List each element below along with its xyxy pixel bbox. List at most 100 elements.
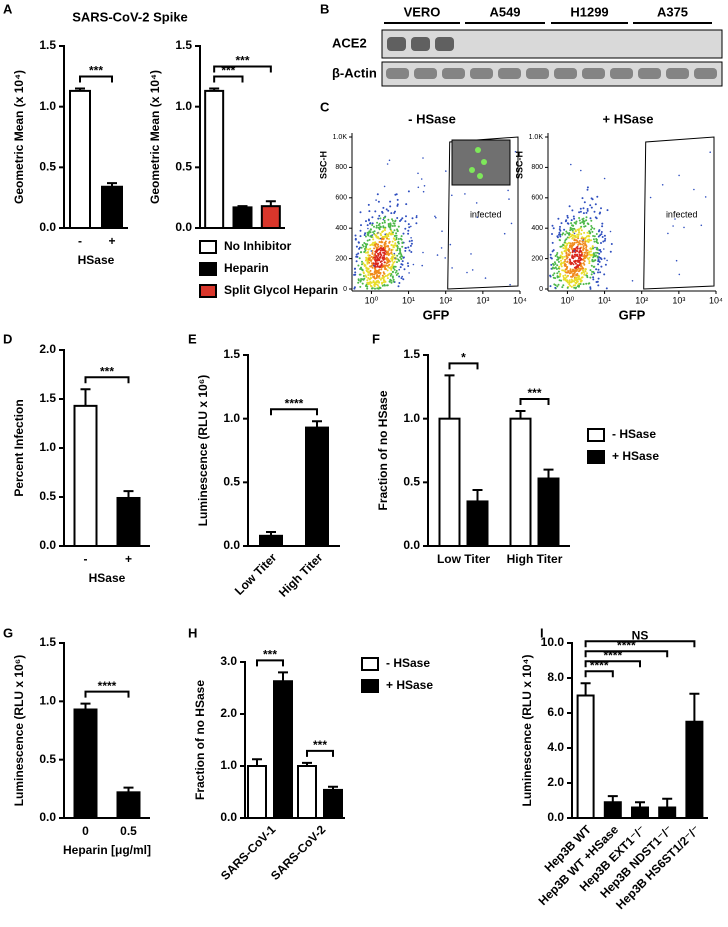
event-dot [384, 280, 387, 283]
event-dot [592, 238, 595, 241]
event-dot [394, 271, 397, 274]
event-dot [603, 257, 606, 260]
event-dot [583, 254, 586, 257]
event-dot [585, 274, 588, 277]
event-dot [549, 285, 552, 288]
event-dot [570, 262, 573, 265]
x-tick-label: 0.5 [120, 824, 137, 838]
event-dot [600, 207, 602, 210]
event-dot [582, 262, 585, 265]
event-dot [568, 236, 571, 239]
event-dot [373, 230, 376, 233]
event-dot [556, 272, 559, 275]
event-dot [591, 245, 594, 248]
event-dot [400, 257, 403, 260]
gate [643, 136, 715, 290]
event-dot [381, 222, 384, 224]
event-dot [395, 238, 398, 241]
event-dot [382, 206, 385, 209]
event-dot [470, 253, 472, 255]
event-dot [380, 263, 383, 266]
y-axis-label: Luminescence (RLU x 10⁶) [196, 375, 210, 527]
event-dot [378, 241, 381, 243]
event-dot [569, 269, 572, 272]
event-dot [583, 273, 586, 276]
error-bar [607, 795, 618, 803]
event-dot [569, 284, 572, 287]
y-tick-label: 8.0 [547, 670, 564, 684]
blot-band [610, 68, 633, 79]
event-dot [407, 265, 410, 267]
event-dot [397, 258, 400, 261]
y-axis-label: Percent Infection [12, 399, 26, 496]
legend-swatch [587, 450, 605, 464]
event-dot [590, 228, 593, 231]
event-dot [391, 263, 394, 266]
event-dot [582, 212, 585, 215]
event-dot [564, 258, 567, 261]
bar [305, 426, 329, 547]
event-dot [585, 282, 588, 285]
event-dot [709, 151, 711, 153]
event-dot [578, 284, 580, 287]
event-dot [366, 260, 369, 262]
event-dot [560, 251, 563, 254]
y-tick-label: 0.0 [39, 220, 56, 234]
event-dot [566, 216, 569, 219]
event-dot [560, 245, 563, 248]
event-dot [575, 279, 578, 282]
event-dot [391, 259, 394, 262]
event-dot [583, 260, 586, 263]
event-dot [564, 233, 567, 236]
event-dot [374, 277, 377, 280]
event-dot [365, 269, 368, 272]
event-dot [402, 278, 405, 281]
event-dot [387, 235, 390, 238]
event-dot [382, 249, 385, 252]
event-dot [562, 261, 565, 264]
event-dot [365, 243, 368, 246]
event-dot [590, 219, 593, 222]
event-dot [399, 249, 402, 252]
error-bar [515, 410, 526, 419]
event-dot [552, 262, 554, 265]
x-tick-label: 10² [439, 295, 452, 305]
bar [116, 496, 141, 548]
event-dot [609, 250, 612, 253]
event-dot [360, 268, 363, 271]
event-dot [582, 217, 585, 220]
y-axis-label: SSC-H [318, 151, 328, 179]
event-dot [561, 286, 564, 289]
event-dot [581, 221, 584, 224]
event-dot [553, 272, 556, 275]
event-dot [570, 285, 573, 288]
event-dot [559, 273, 562, 275]
event-dot [367, 218, 370, 221]
event-dot [360, 251, 362, 254]
event-dot [590, 264, 593, 267]
event-dot [388, 280, 391, 283]
event-dot [561, 252, 564, 255]
event-dot [357, 281, 360, 284]
event-dot [366, 224, 369, 227]
event-dot [503, 232, 506, 235]
event-dot [379, 256, 382, 259]
event-dot [574, 222, 577, 225]
event-dot [590, 248, 593, 251]
event-dot [378, 237, 381, 240]
significance-bracket [306, 749, 334, 757]
event-dot [384, 247, 387, 250]
event-dot [423, 185, 426, 187]
event-dot [395, 269, 398, 272]
event-dot [385, 250, 388, 253]
bar [204, 89, 225, 230]
event-dot [381, 284, 384, 287]
y-tick-label: 4.0 [547, 740, 564, 754]
y-tick-label: 1.0K [333, 134, 348, 141]
event-dot [367, 248, 370, 251]
event-dot [565, 230, 568, 233]
event-dot [591, 198, 594, 201]
event-dot [378, 286, 381, 289]
event-dot [366, 239, 369, 242]
significance-label: NS [632, 628, 649, 642]
